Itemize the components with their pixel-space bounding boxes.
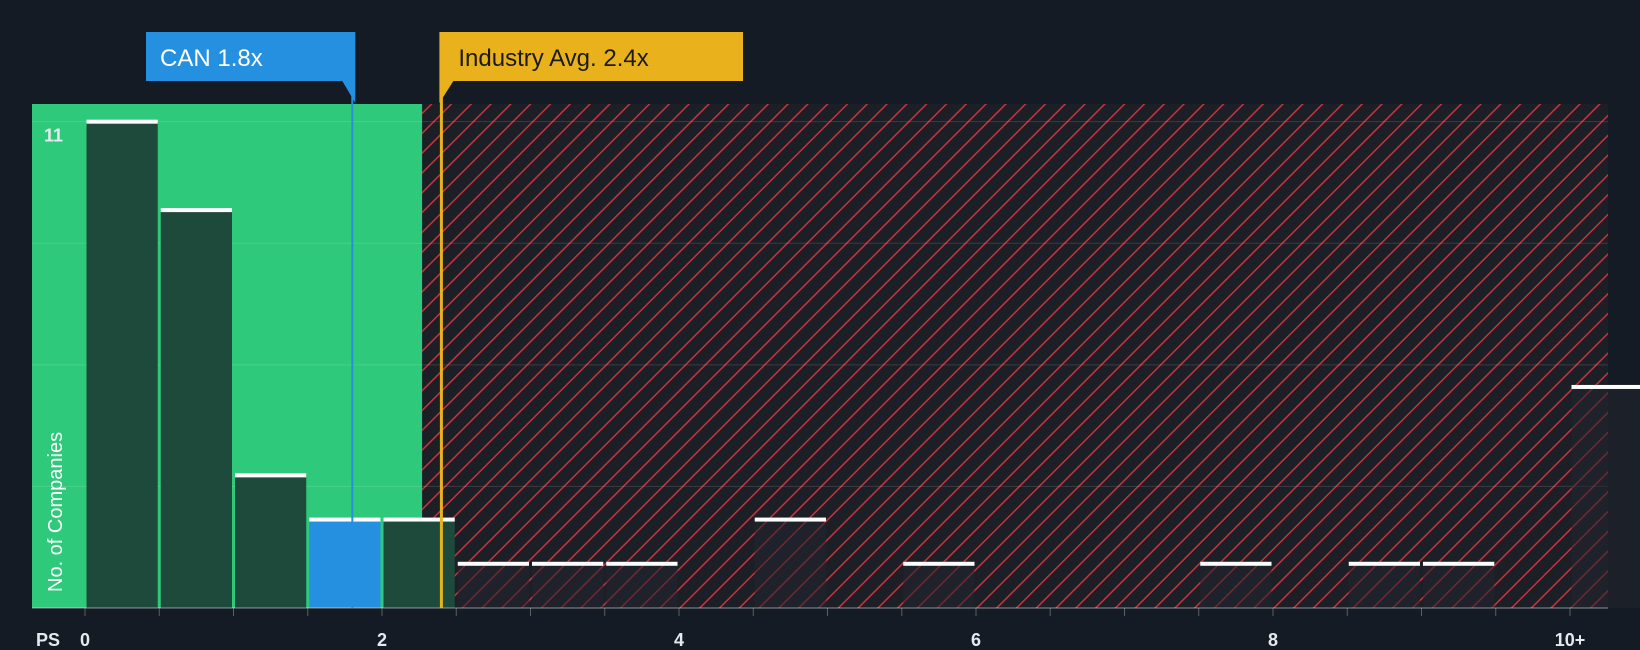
bar-body [606,563,678,608]
x-axis-ticks: 0 2 4 6 8 10+ [80,608,1585,650]
x-tick-label: 8 [1268,630,1278,650]
histogram-bar [532,561,604,608]
x-tick-label: 6 [971,630,981,650]
histogram-bar [1571,384,1640,608]
bar-body [903,563,975,608]
histogram-bar [1200,561,1272,608]
industry-callout-label: Industry Avg. 2.4x [458,45,648,72]
bar-body [1571,386,1640,608]
bar-cap [754,517,826,522]
bar-cap [1571,384,1640,389]
bar-cap [86,119,158,124]
industry-callout-box [439,32,743,103]
histogram-bar [606,561,678,608]
bar-body [754,519,826,608]
x-axis-title: PS [36,630,60,650]
bar-cap [1423,561,1495,566]
bar-body [1423,563,1495,608]
bar-body [235,475,307,608]
histogram-bar [160,208,232,608]
bar-cap [457,561,529,566]
histogram-bar [1348,561,1420,608]
bar-body [160,210,232,608]
bar-cap [532,561,604,566]
hatched-overvalued-zone [422,104,1609,608]
x-tick-label: 2 [377,630,387,650]
bar-body [532,563,604,608]
bar-cap [1200,561,1272,566]
histogram-bar [457,561,529,608]
bar-cap [160,208,232,213]
bar-cap [383,517,455,522]
x-tick-label: 10+ [1555,630,1586,650]
x-tick-label: 0 [80,630,90,650]
histogram-bar [309,517,381,608]
bar-body [457,563,529,608]
histogram-bar [235,473,307,608]
bar-cap [606,561,678,566]
bar-cap [1348,561,1420,566]
bar-cap [903,561,975,566]
bar-body [309,519,381,608]
bar-body [86,121,158,609]
histogram-bar [1423,561,1495,608]
company-callout-label: CAN 1.8x [160,45,263,72]
y-tick-label: 11 [44,126,63,146]
histogram-bar [86,119,158,609]
y-axis-ticks: 11 [44,126,63,146]
bar-cap [309,517,381,522]
y-axis-title: No. of Companies [45,432,67,592]
bar-body [383,519,455,608]
bar-body [1348,563,1420,608]
histogram-bar [903,561,975,608]
bar-cap [235,473,307,478]
company-callout-box [146,32,356,103]
histogram-bar [754,517,826,608]
company-callout: CAN 1.8x [146,32,356,103]
histogram-bar [383,517,455,608]
industry-callout: Industry Avg. 2.4x [439,32,743,103]
x-tick-label: 4 [674,630,684,650]
bar-body [1200,563,1272,608]
